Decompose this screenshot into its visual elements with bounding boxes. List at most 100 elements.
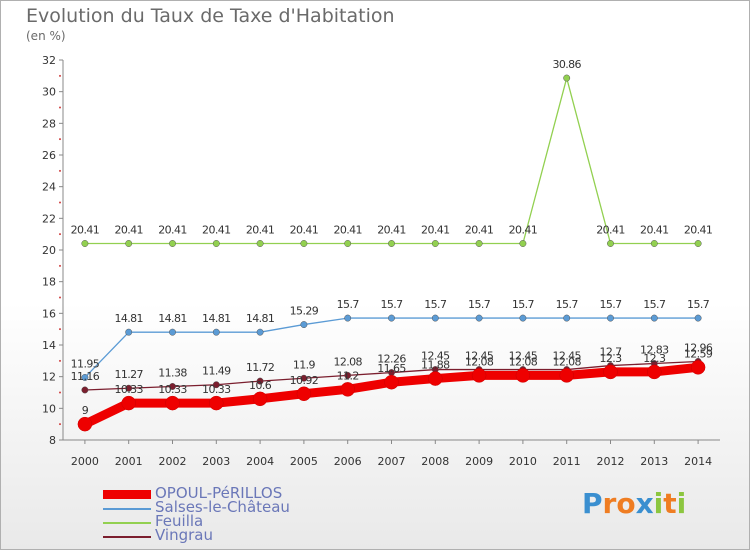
y-tick-label: 20: [42, 244, 56, 257]
data-label: 20.41: [465, 224, 494, 237]
data-label: 10.92: [290, 374, 319, 387]
x-tick-label: 2012: [597, 455, 625, 468]
y-tick-label: 32: [42, 54, 56, 67]
y-tick-label: 14: [42, 339, 56, 352]
y-tick-label: 10: [42, 402, 56, 415]
data-label: 15.7: [424, 298, 447, 311]
data-label: 12.96: [684, 341, 713, 354]
y-minor-tick: [59, 423, 61, 426]
data-point: [256, 328, 264, 336]
data-point: [475, 240, 483, 247]
data-label: 20.41: [158, 224, 187, 237]
data-label: 9: [82, 404, 89, 417]
legend-swatch: [103, 508, 151, 510]
data-label: 15.7: [643, 298, 666, 311]
proxiti-logo: Proxiti: [582, 487, 686, 520]
data-point: [694, 314, 702, 322]
data-label: 12.83: [640, 344, 669, 357]
data-label: 12.45: [509, 350, 538, 363]
data-label: 14.81: [246, 312, 275, 325]
x-tick-label: 2002: [159, 455, 187, 468]
data-point: [256, 377, 264, 385]
x-tick-label: 2007: [378, 455, 406, 468]
data-point: [690, 360, 706, 375]
data-point: [125, 384, 133, 392]
data-label: 15.7: [512, 298, 535, 311]
legend-swatch: [103, 522, 151, 524]
data-point: [344, 240, 352, 247]
y-minor-tick: [59, 391, 61, 394]
y-tick-label: 18: [42, 276, 56, 289]
data-point: [300, 240, 308, 247]
legend-swatch: [103, 490, 151, 499]
data-point: [169, 383, 176, 390]
data-label: 15.7: [556, 298, 579, 311]
chart-title: Evolution du Taux de Taxe d'Habitation: [26, 5, 395, 27]
legend-label: OPOUL-PéRILLOS: [155, 484, 283, 502]
data-label: 20.41: [333, 224, 362, 237]
y-minor-tick: [59, 233, 61, 236]
legend-label: Salses-le-Château: [155, 498, 290, 516]
y-minor-tick: [59, 296, 61, 299]
data-point: [388, 314, 395, 322]
data-point: [165, 395, 180, 411]
data-point: [209, 395, 224, 411]
data-point: [169, 240, 176, 247]
y-minor-tick: [59, 106, 61, 109]
y-tick-label: 16: [42, 307, 56, 320]
data-label: 11.95: [71, 357, 100, 370]
data-point: [300, 374, 308, 382]
y-tick-label: 28: [42, 117, 56, 130]
data-label: 11.65: [377, 362, 406, 375]
y-minor-tick: [59, 138, 61, 141]
data-label: 12.45: [421, 350, 450, 363]
data-point: [81, 374, 89, 381]
logo-letter: i: [676, 487, 687, 520]
data-label: 30.86: [552, 58, 581, 71]
data-label: 12.08: [552, 355, 581, 368]
logo-letter: i: [653, 487, 664, 520]
logo-letter: o: [616, 487, 636, 520]
data-label: 11.2: [337, 369, 359, 382]
data-label: 11.72: [246, 361, 275, 374]
series-line-2: [84, 77, 699, 245]
y-tick-label: 8: [49, 434, 56, 447]
y-minor-tick: [59, 359, 61, 362]
data-point: [300, 321, 308, 329]
data-label: 20.41: [71, 224, 100, 237]
data-point: [694, 240, 702, 247]
y-minor-tick: [59, 169, 61, 172]
data-label: 11.9: [293, 358, 316, 371]
data-label: 14.81: [114, 312, 143, 325]
y-tick-label: 26: [42, 149, 56, 162]
legend-swatch: [103, 536, 151, 538]
logo-letter: x: [635, 487, 654, 520]
y-minor-tick: [59, 264, 61, 267]
x-tick-label: 2000: [71, 455, 99, 468]
data-point: [125, 240, 133, 247]
x-tick-label: 2001: [115, 455, 143, 468]
x-tick-label: 2004: [246, 455, 274, 468]
logo-letter: P: [582, 487, 603, 520]
data-label: 15.7: [380, 298, 403, 311]
data-label: 10.6: [249, 379, 272, 392]
data-label: 20.41: [290, 224, 319, 237]
y-tick-label: 24: [42, 181, 56, 194]
data-point: [519, 314, 527, 322]
data-label: 11.27: [114, 368, 143, 381]
logo-letter: r: [602, 487, 617, 520]
data-point: [559, 368, 574, 383]
x-tick-label: 2014: [684, 455, 712, 468]
data-point: [344, 314, 352, 322]
data-point: [169, 328, 176, 336]
data-label: 11.16: [71, 370, 100, 383]
data-point: [607, 240, 614, 247]
data-point: [212, 381, 220, 389]
y-minor-tick: [59, 201, 61, 204]
data-point: [647, 364, 662, 380]
data-label: 15.29: [290, 305, 319, 318]
data-point: [519, 240, 527, 247]
x-tick-label: 2010: [509, 455, 537, 468]
y-tick-label: 12: [42, 371, 56, 384]
